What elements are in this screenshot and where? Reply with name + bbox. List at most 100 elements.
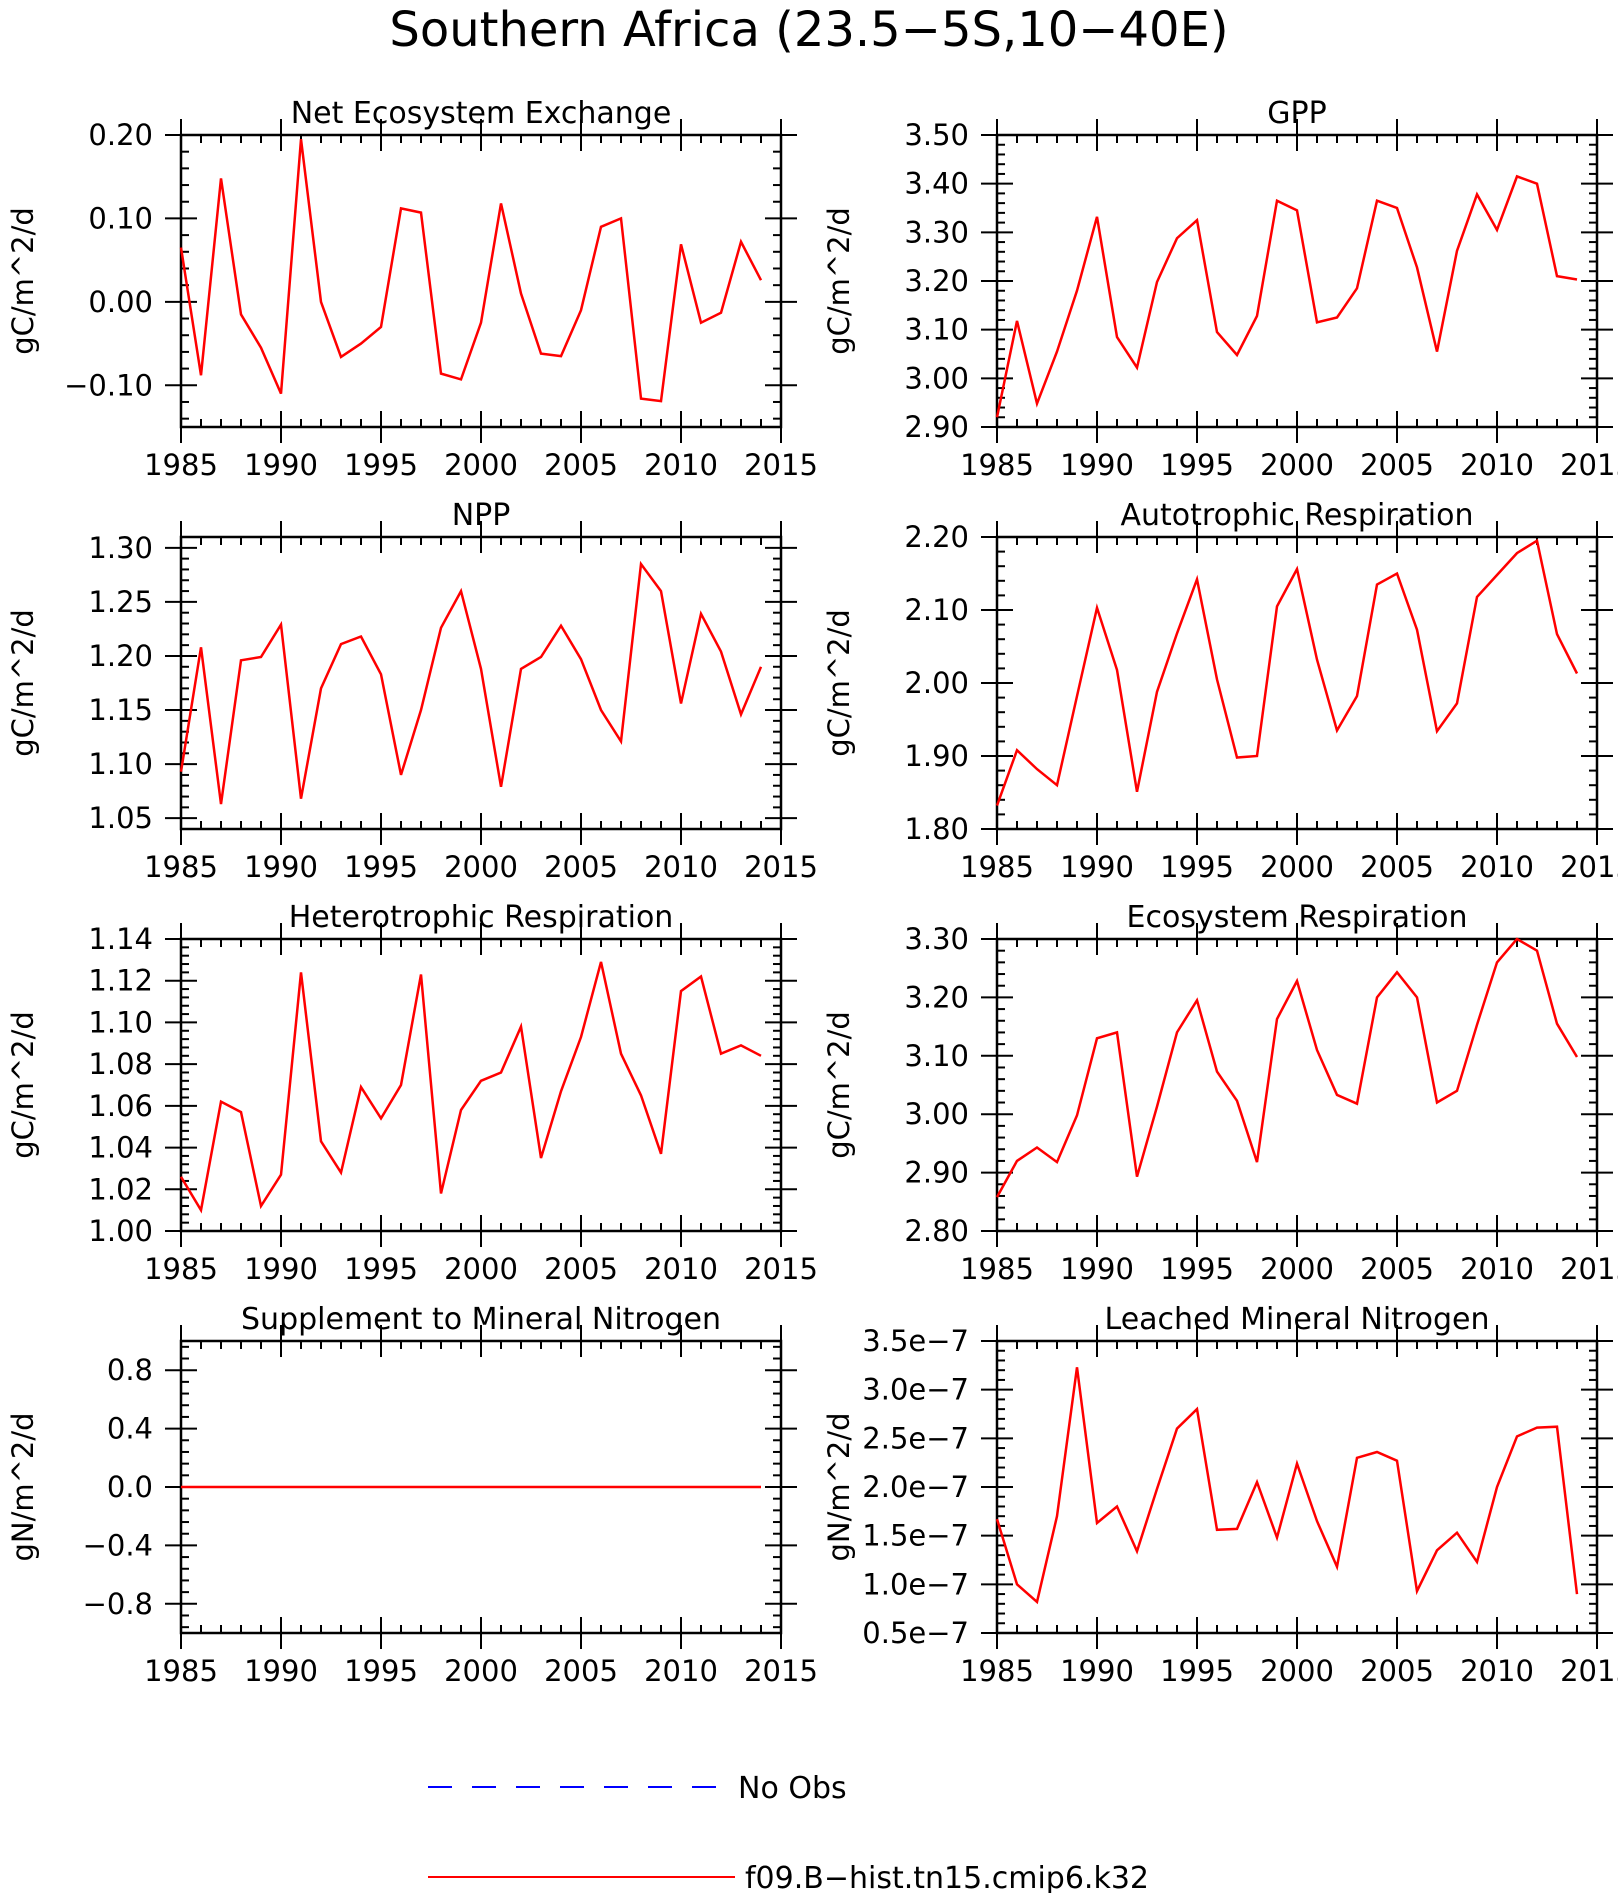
x-tick-label: 1990	[1060, 1654, 1134, 1688]
x-tick-label: 1990	[1060, 448, 1134, 482]
y-tick-label: 0.4	[107, 1412, 153, 1446]
x-tick-label: 2015	[1560, 1252, 1618, 1286]
x-tick-label: 1985	[960, 1654, 1034, 1688]
plot-frame	[995, 133, 1599, 429]
x-tick-label: 2010	[644, 448, 718, 482]
x-tick-label: 2010	[644, 1654, 718, 1688]
x-tick-label: 2005	[544, 1654, 618, 1688]
y-axis-label: gC/m^2/d	[822, 1011, 856, 1159]
x-tick-label: 2005	[1360, 1252, 1434, 1286]
x-tick-label: 2000	[444, 1654, 518, 1688]
x-tick-label: 1990	[244, 448, 318, 482]
x-tick-label: 2010	[1460, 850, 1534, 884]
y-tick-label: 3.40	[904, 167, 969, 201]
x-tick-label: 2010	[1460, 1252, 1534, 1286]
y-tick-label: 3.00	[904, 361, 969, 395]
x-tick-label: 1995	[344, 1654, 418, 1688]
series-line	[995, 174, 1578, 418]
y-tick-label: 1.15	[88, 693, 153, 727]
x-tick-label: 1995	[1160, 850, 1234, 884]
y-tick-label: 3.10	[904, 313, 969, 347]
x-tick-label: 2010	[1460, 1654, 1534, 1688]
plot-frame	[995, 535, 1599, 831]
y-tick-label: 0.00	[88, 285, 153, 319]
y-tick-label: 2.00	[904, 666, 969, 700]
x-tick-label: 1990	[244, 850, 318, 884]
y-tick-label: 3.30	[904, 215, 969, 249]
x-tick-label: 1985	[144, 1252, 218, 1286]
plot-frame	[995, 1339, 1599, 1635]
y-axis-label: gC/m^2/d	[6, 1011, 40, 1159]
y-tick-label: 2.90	[904, 1156, 969, 1190]
y-tick-label: 1.10	[88, 747, 153, 781]
x-tick-label: 1985	[960, 1252, 1034, 1286]
x-tick-label: 1990	[244, 1252, 318, 1286]
x-tick-label: 2005	[544, 850, 618, 884]
y-axis-label: gC/m^2/d	[822, 207, 856, 355]
series-line	[179, 961, 762, 1214]
x-tick-label: 1995	[344, 448, 418, 482]
x-tick-label: 2015	[1560, 850, 1618, 884]
x-tick-label: 1995	[1160, 1654, 1234, 1688]
y-tick-label: 1.02	[88, 1172, 153, 1206]
y-tick-label: 2.20	[904, 520, 969, 554]
x-tick-label: 2015	[744, 1654, 818, 1688]
y-axis-label: gC/m^2/d	[6, 207, 40, 355]
x-tick-label: 1995	[344, 1252, 418, 1286]
x-tick-label: 2005	[1360, 1654, 1434, 1688]
x-tick-label: 2015	[744, 448, 818, 482]
series-line	[995, 538, 1579, 807]
x-tick-label: 1985	[960, 850, 1034, 884]
x-tick-label: 1985	[144, 1654, 218, 1688]
x-tick-label: 2005	[544, 1252, 618, 1286]
y-tick-label: 3.10	[904, 1039, 969, 1073]
x-tick-label: 1995	[344, 850, 418, 884]
x-tick-label: 1990	[1060, 1252, 1134, 1286]
y-tick-label: 2.0e−7	[862, 1470, 969, 1504]
legend: No Obs f09.B−hist.tn15.cmip6.k32	[428, 1771, 1149, 1893]
x-tick-label: 2000	[1260, 1252, 1334, 1286]
y-tick-label: 1.06	[88, 1089, 153, 1123]
y-tick-label: 3.50	[904, 118, 969, 152]
x-tick-label: 2005	[1360, 448, 1434, 482]
y-tick-label: 1.04	[88, 1131, 153, 1165]
series-line	[995, 937, 1579, 1198]
y-tick-label: 2.10	[904, 593, 969, 627]
y-tick-label: 3.30	[904, 922, 969, 956]
y-tick-label: 1.10	[88, 1005, 153, 1039]
y-tick-label: 1.80	[904, 812, 969, 846]
y-tick-label: 3.20	[904, 980, 969, 1014]
x-tick-label: 2005	[1360, 850, 1434, 884]
y-axis-label: gC/m^2/d	[6, 609, 40, 757]
series-line	[179, 139, 763, 403]
x-tick-label: 2000	[1260, 1654, 1334, 1688]
y-tick-label: 3.0e−7	[862, 1373, 969, 1407]
y-tick-label: 0.8	[107, 1353, 153, 1387]
y-tick-label: 1.90	[904, 739, 969, 773]
plot-frame	[179, 535, 783, 831]
y-tick-label: 1.14	[88, 922, 153, 956]
x-tick-label: 2015	[744, 850, 818, 884]
y-tick-label: 0.0	[107, 1470, 153, 1504]
x-tick-label: 2000	[1260, 850, 1334, 884]
y-tick-label: 2.80	[904, 1214, 969, 1248]
x-tick-label: 1985	[144, 448, 218, 482]
y-tick-label: −0.8	[83, 1587, 153, 1621]
x-tick-label: 2015	[1560, 448, 1618, 482]
y-tick-label: 0.20	[88, 118, 153, 152]
x-tick-label: 2010	[644, 1252, 718, 1286]
y-tick-label: 1.08	[88, 1047, 153, 1081]
x-tick-label: 2000	[444, 850, 518, 884]
y-tick-label: −0.10	[64, 368, 153, 402]
y-tick-label: 1.05	[88, 801, 153, 835]
panel-gpp: GPPgC/m^2/d19851990199520002005201020152…	[822, 96, 1618, 482]
y-tick-label: 3.00	[904, 1097, 969, 1131]
legend-label-no-obs: No Obs	[738, 1771, 847, 1806]
y-tick-label: 1.25	[88, 585, 153, 619]
y-tick-label: −0.4	[83, 1528, 153, 1562]
y-tick-label: 1.20	[88, 639, 153, 673]
